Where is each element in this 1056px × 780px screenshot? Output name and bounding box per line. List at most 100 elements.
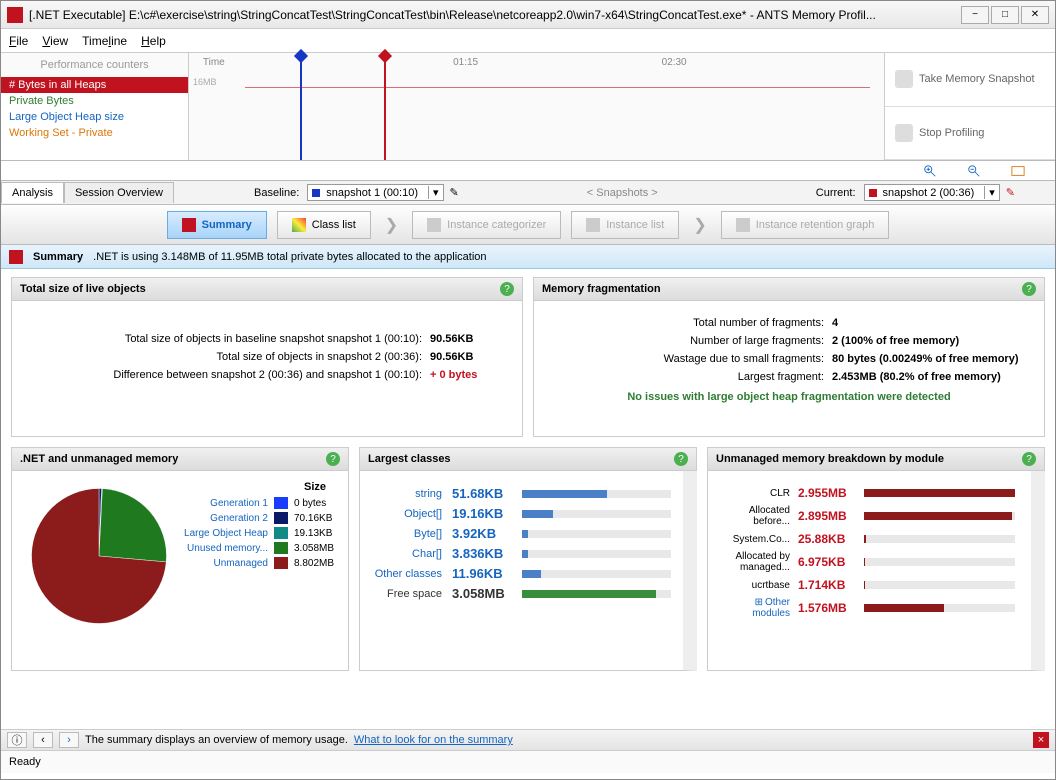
unmanaged-value: 1.576MB [798, 601, 864, 615]
largest-class-name[interactable]: Object[] [372, 508, 452, 520]
timeline-chart[interactable]: Time 01:15 02:30 16MB [189, 53, 885, 160]
zoom-in-icon[interactable] [923, 164, 937, 178]
hint-link[interactable]: What to look for on the summary [354, 734, 513, 746]
menu-timeline[interactable]: Timeline [82, 34, 127, 48]
edit-current-icon[interactable]: ✎ [1006, 186, 1015, 199]
summary-button[interactable]: Summary [167, 211, 267, 239]
largest-class-name[interactable]: string [372, 488, 452, 500]
largest-class-name[interactable]: Other classes [372, 568, 452, 580]
current-label: Current: [816, 187, 856, 199]
largest-class-value: 51.68KB [452, 486, 522, 501]
legend-value: 70.16KB [294, 513, 332, 524]
kv-value: 90.56KB [430, 351, 510, 363]
legend-name[interactable]: Large Object Heap [184, 528, 274, 539]
legend-swatch [274, 512, 288, 524]
legend-name[interactable]: Unmanaged [184, 558, 274, 569]
take-snapshot-button[interactable]: Take Memory Snapshot [885, 53, 1055, 107]
window-title: [.NET Executable] E:\c#\exercise\string\… [29, 8, 961, 22]
help-icon[interactable]: ? [1022, 452, 1036, 466]
largest-class-name[interactable]: Byte[] [372, 528, 452, 540]
unmanaged-value: 2.955MB [798, 486, 864, 500]
help-icon[interactable]: ? [674, 452, 688, 466]
unmanaged-value: 6.975KB [798, 555, 864, 569]
bar-track [522, 570, 671, 578]
chevron-right-icon: ❯ [381, 215, 402, 235]
perf-counter-bytes-heaps[interactable]: # Bytes in all Heaps [1, 77, 188, 93]
class-list-button[interactable]: Class list [277, 211, 371, 239]
expand-icon[interactable]: ⊞ [755, 597, 763, 608]
zoom-out-icon[interactable] [967, 164, 981, 178]
bar-track [522, 490, 671, 498]
fragmentation-note: No issues with large object heap fragmen… [546, 391, 1032, 403]
chevron-down-icon[interactable]: ▾ [428, 186, 439, 199]
timeline-marker-baseline[interactable] [300, 53, 302, 160]
baseline-color-dot [312, 189, 320, 197]
unmanaged-name: ⊞Other modules [720, 597, 798, 619]
bar-track [864, 581, 1015, 589]
maximize-button[interactable]: □ [991, 6, 1019, 24]
summary-icon [182, 218, 196, 232]
legend-name[interactable]: Unused memory... [184, 543, 274, 554]
timeline-ylabel: 16MB [193, 77, 217, 87]
kv-key: Total size of objects in baseline snapsh… [24, 333, 430, 345]
legend-size-header: Size [184, 481, 336, 493]
current-selector[interactable]: snapshot 2 (00:36) ▾ [864, 184, 1000, 201]
legend-value: 3.058MB [294, 543, 334, 554]
perf-counter-loh-size[interactable]: Large Object Heap size [1, 109, 188, 125]
snapshots-center-label: < Snapshots > [459, 187, 786, 199]
legend-value: 8.802MB [294, 558, 334, 569]
menu-view[interactable]: View [42, 34, 68, 48]
snapshot-bar: Analysis Session Overview Baseline: snap… [1, 181, 1055, 205]
close-button[interactable]: ✕ [1021, 6, 1049, 24]
tab-session-overview[interactable]: Session Overview [64, 182, 174, 203]
instance-list-icon [586, 218, 600, 232]
bar-track [864, 535, 1015, 543]
camera-icon [895, 70, 913, 88]
chevron-right-icon: ❯ [689, 215, 710, 235]
close-hint-button[interactable]: × [1033, 732, 1049, 748]
unmanaged-value: 1.714KB [798, 578, 864, 592]
help-icon[interactable]: ? [326, 452, 340, 466]
baseline-selector[interactable]: snapshot 1 (00:10) ▾ [307, 184, 443, 201]
summary-strip-label: Summary [33, 251, 83, 263]
tab-analysis[interactable]: Analysis [1, 182, 64, 203]
perf-counter-working-set[interactable]: Working Set - Private [1, 125, 188, 141]
help-icon[interactable]: ? [1022, 282, 1036, 296]
kv-value: 2 (100% of free memory) [832, 335, 1032, 347]
kv-value: 2.453MB (80.2% of free memory) [832, 371, 1032, 383]
bar-track [522, 590, 671, 598]
kv-value: + 0 bytes [430, 369, 510, 381]
chevron-down-icon[interactable]: ▾ [984, 186, 995, 199]
largest-class-name[interactable]: Char[] [372, 548, 452, 560]
live-objects-panel: Total size of live objects? Total size o… [11, 277, 523, 437]
help-icon[interactable]: ? [500, 282, 514, 296]
status-text: Ready [9, 756, 41, 768]
perf-counter-private-bytes[interactable]: Private Bytes [1, 93, 188, 109]
largest-title: Largest classes [368, 453, 674, 465]
timeline-marker-current[interactable] [384, 53, 386, 160]
zoom-fit-icon[interactable] [1011, 164, 1025, 178]
minimize-button[interactable]: − [961, 6, 989, 24]
instance-categorizer-button[interactable]: Instance categorizer [412, 211, 561, 239]
unmanaged-value: 2.895MB [798, 509, 864, 523]
hint-bar: ⓘ ‹ › The summary displays an overview o… [1, 729, 1055, 751]
zoom-toolbar [1, 161, 1055, 181]
app-icon [7, 7, 23, 23]
legend-name[interactable]: Generation 1 [184, 498, 274, 509]
kv-key: Total size of objects in snapshot 2 (00:… [24, 351, 430, 363]
edit-baseline-icon[interactable]: ✎ [450, 186, 459, 199]
timeline-label-time: Time [203, 57, 225, 68]
nav-back-button[interactable]: ‹ [33, 732, 53, 748]
retention-graph-button[interactable]: Instance retention graph [721, 211, 890, 239]
largest-class-value: 3.92KB [452, 526, 522, 541]
info-icon[interactable]: ⓘ [7, 732, 27, 748]
nav-forward-button[interactable]: › [59, 732, 79, 748]
menu-file[interactable]: File [9, 34, 28, 48]
legend-swatch [274, 542, 288, 554]
menu-help[interactable]: Help [141, 34, 166, 48]
kv-key: Largest fragment: [546, 371, 832, 383]
stop-profiling-button[interactable]: Stop Profiling [885, 107, 1055, 161]
legend-name[interactable]: Generation 2 [184, 513, 274, 524]
largest-class-value: 3.836KB [452, 546, 522, 561]
instance-list-button[interactable]: Instance list [571, 211, 679, 239]
